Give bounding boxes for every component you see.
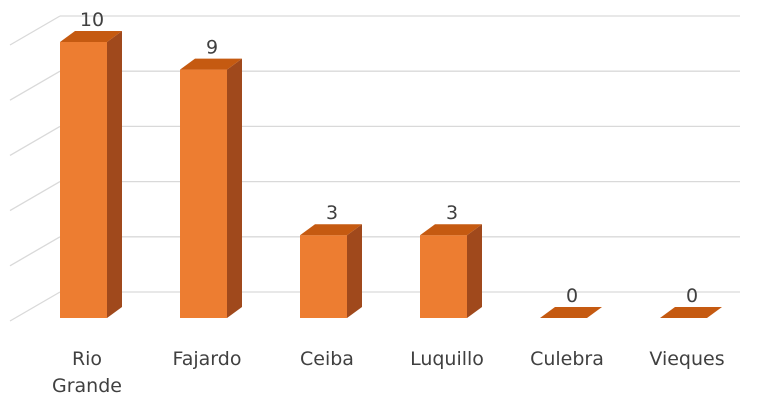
data-label: 9 bbox=[206, 37, 218, 59]
bar bbox=[300, 235, 347, 318]
bars bbox=[60, 31, 722, 318]
bar-top bbox=[180, 58, 242, 70]
x-tick-label: Ceiba bbox=[300, 348, 354, 370]
gridline-side bbox=[9, 125, 61, 156]
gridlines bbox=[9, 15, 740, 322]
bar-side bbox=[227, 58, 242, 318]
gridline-side bbox=[9, 70, 61, 101]
bar bbox=[60, 42, 107, 318]
bar bbox=[420, 235, 467, 318]
bar bbox=[180, 69, 227, 318]
x-tick-label: Fajardo bbox=[173, 348, 242, 370]
data-label: 0 bbox=[686, 285, 698, 307]
bar-side bbox=[347, 224, 362, 318]
data-label: 10 bbox=[80, 9, 104, 31]
x-tick-label: Rio bbox=[72, 348, 102, 370]
x-axis-labels: Rio Grande Fajardo Ceiba Luquillo Culebra Vieq… bbox=[52, 348, 725, 397]
bar-top bbox=[540, 307, 602, 318]
x-tick-label: Culebra bbox=[530, 348, 604, 370]
data-label: 0 bbox=[566, 285, 578, 307]
data-label: 3 bbox=[446, 202, 458, 224]
x-tick-label: Luquillo bbox=[410, 348, 484, 370]
bar-top bbox=[300, 224, 362, 236]
data-label: 3 bbox=[326, 202, 338, 224]
bar-top bbox=[660, 307, 722, 318]
data-labels: 10 9 3 3 0 0 bbox=[80, 9, 698, 307]
gridline-side bbox=[9, 291, 61, 322]
x-tick-label: Vieques bbox=[649, 348, 724, 370]
bar-side bbox=[107, 31, 122, 318]
gridline-side bbox=[9, 236, 61, 267]
x-tick-label: Grande bbox=[52, 375, 122, 397]
bar-side bbox=[467, 224, 482, 318]
bar-top bbox=[420, 224, 482, 236]
bar-top bbox=[60, 31, 122, 42]
gridline-side bbox=[9, 15, 61, 46]
gridline-side bbox=[9, 181, 61, 212]
